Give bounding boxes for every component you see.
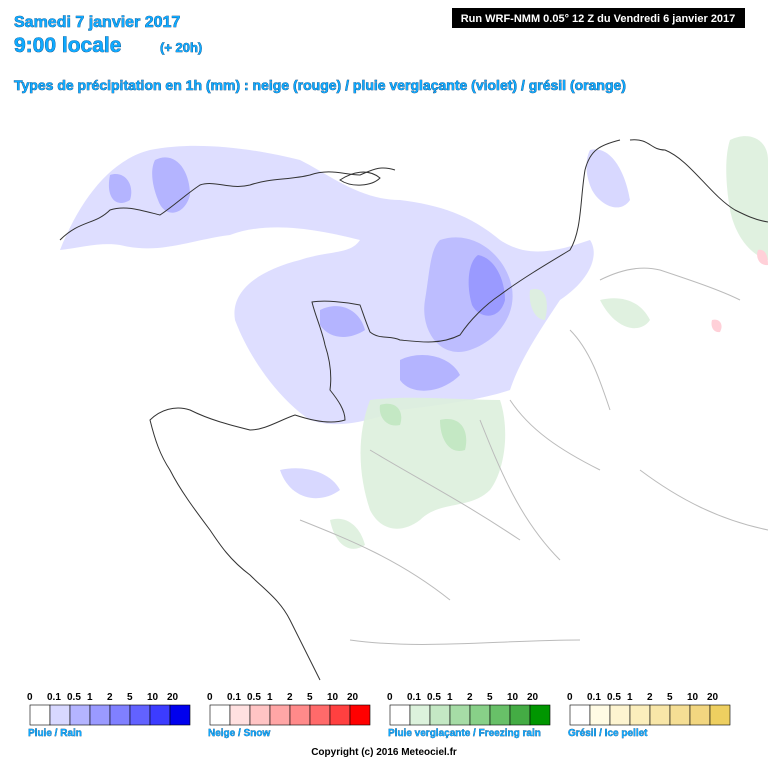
legend-swatch: [589, 704, 611, 726]
legend-swatch: [349, 704, 371, 726]
legend-tick: 0.5: [247, 692, 261, 703]
legend-swatch: [269, 704, 291, 726]
legend-swatch: [629, 704, 651, 726]
legend-tick: 20: [167, 692, 179, 703]
legend-swatch: [449, 704, 471, 726]
legend-tick: 0.5: [427, 692, 441, 703]
legend-swatch: [329, 704, 351, 726]
legend-swatch: [49, 704, 71, 726]
freezing-area: [330, 136, 768, 549]
legend-tick: 5: [307, 692, 313, 703]
legend-swatch: [69, 704, 91, 726]
legend-tick: 20: [707, 692, 719, 703]
legend-swatch: [309, 704, 331, 726]
legend-tick: 0.5: [67, 692, 81, 703]
legend-label: Pluie verglaçante / Freezing rain: [388, 728, 541, 739]
legend-tick: 20: [347, 692, 359, 703]
copyright: Copyright (c) 2016 Meteociel.fr: [311, 747, 457, 758]
legend-swatch: [609, 704, 631, 726]
legend-tick: 2: [467, 692, 473, 703]
legend-swatch: [89, 704, 111, 726]
legend-swatch: [489, 704, 511, 726]
legend-swatch: [529, 704, 551, 726]
legend-swatch: [429, 704, 451, 726]
legend-swatch: [149, 704, 171, 726]
legend-swatch: [469, 704, 491, 726]
offset: (+ 20h): [160, 40, 202, 55]
legend-tick: 0: [27, 692, 33, 703]
subtitle: Types de précipitation en 1h (mm) : neig…: [14, 77, 626, 93]
legend-tick: 1: [267, 692, 273, 703]
legend-swatch: [409, 704, 431, 726]
legend-swatch: [249, 704, 271, 726]
legend-tick: 1: [627, 692, 633, 703]
legend-tick: 10: [327, 692, 339, 703]
legend-swatch: [669, 704, 691, 726]
legend-tick: 2: [287, 692, 293, 703]
run-info: Run WRF-NMM 0.05° 12 Z du Vendredi 6 jan…: [461, 13, 736, 25]
legend-swatch: [389, 704, 411, 726]
legend-tick: 5: [127, 692, 133, 703]
legend-label: Neige / Snow: [208, 728, 270, 739]
coastline: [59, 167, 396, 241]
legend-swatch: [689, 704, 711, 726]
legend-swatch: [129, 704, 151, 726]
legend-tick: 2: [107, 692, 113, 703]
legend-tick: 10: [507, 692, 519, 703]
legend-swatch: [649, 704, 671, 726]
legend-tick: 0.1: [47, 692, 61, 703]
rain-area: [60, 145, 594, 425]
legend-tick: 2: [647, 692, 653, 703]
freezing-area: [379, 403, 467, 451]
legend-swatch: [29, 704, 51, 726]
rain-area: [468, 255, 505, 316]
legend-tick: 5: [667, 692, 673, 703]
run-box: [452, 8, 745, 28]
date: Samedi 7 janvier 2017: [14, 14, 180, 31]
legend-swatch: [569, 704, 591, 726]
legend-tick: 0: [207, 692, 213, 703]
rain-area: [108, 157, 461, 391]
legend-swatch: [509, 704, 531, 726]
legend-tick: 0.1: [227, 692, 241, 703]
legend-swatch: [229, 704, 251, 726]
legend-tick: 0: [387, 692, 393, 703]
legend-label: Pluie / Rain: [28, 728, 82, 739]
coastline: [149, 139, 621, 681]
legend-tick: 10: [687, 692, 699, 703]
legend-swatch: [709, 704, 731, 726]
legend-tick: 0: [567, 692, 573, 703]
rain-area: [280, 149, 630, 499]
snow-area: [711, 249, 768, 333]
legend-tick: 0.1: [407, 692, 421, 703]
legend-swatch: [209, 704, 231, 726]
legend-swatch: [109, 704, 131, 726]
legend-tick: 1: [87, 692, 93, 703]
coastline: [629, 139, 768, 223]
legend-tick: 5: [487, 692, 493, 703]
border: [299, 267, 768, 645]
coastline: [339, 171, 381, 186]
legend-tick: 20: [527, 692, 539, 703]
legend-swatch: [169, 704, 191, 726]
legend-swatch: [289, 704, 311, 726]
time: 9:00 locale: [14, 34, 121, 57]
legend-tick: 1: [447, 692, 453, 703]
map: [59, 136, 768, 681]
legend-tick: 10: [147, 692, 159, 703]
legend-tick: 0.5: [607, 692, 621, 703]
legend-label: Grésil / Ice pellet: [568, 728, 648, 739]
legend-tick: 0.1: [587, 692, 601, 703]
